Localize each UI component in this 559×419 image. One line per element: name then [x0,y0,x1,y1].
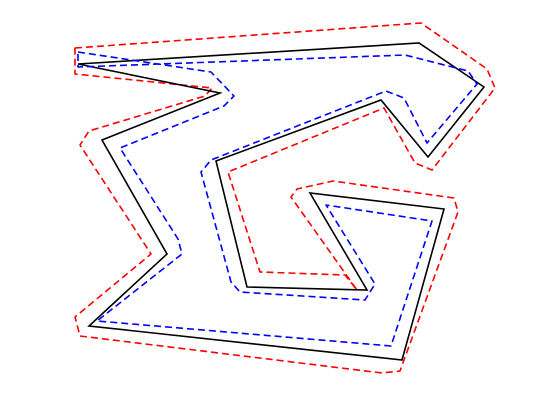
offset-polygon-figure [0,0,559,419]
polygon-offset-canvas [0,0,559,419]
